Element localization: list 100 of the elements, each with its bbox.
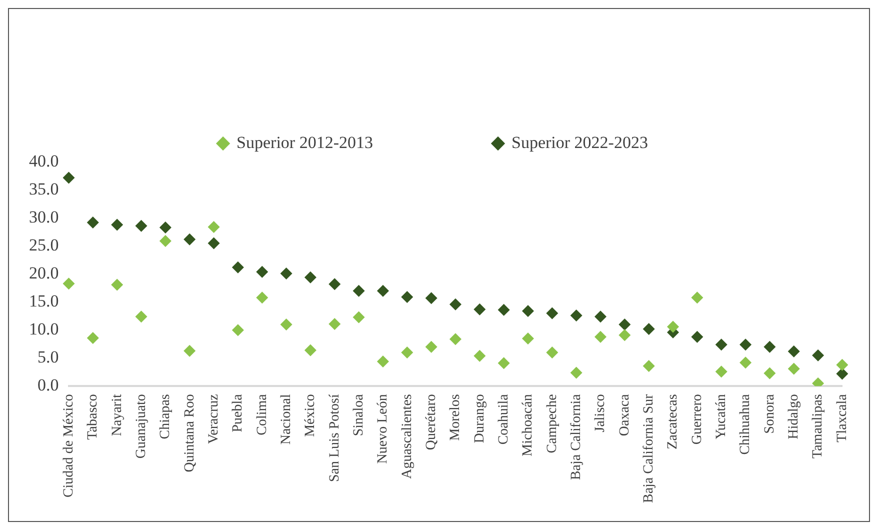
point [788, 345, 800, 358]
x-tick-label: Chihuahua [738, 393, 754, 455]
x-tick-label: Jalisco [593, 394, 608, 432]
y-tick-label: 0.0 [38, 376, 59, 395]
point [86, 332, 99, 344]
point [376, 355, 389, 368]
point [135, 310, 148, 323]
point [62, 172, 75, 184]
point [304, 344, 316, 356]
point [691, 330, 704, 343]
legend-label: Superior 2012-2013 [236, 132, 374, 152]
x-tick-label: Nuevo León [376, 394, 391, 464]
point [691, 292, 704, 304]
x-tick-label: Puebla [230, 393, 246, 432]
x-tick-label: Tamaulipas [810, 394, 826, 458]
x-tick-label: Baja California Sur [642, 394, 657, 504]
point [401, 291, 414, 304]
x-tick-label: Nacional [278, 394, 294, 445]
x-tick-label: San Luis Potosí [327, 394, 342, 482]
point [449, 298, 462, 310]
point [498, 357, 510, 370]
point [546, 307, 558, 320]
point [232, 261, 244, 274]
point [425, 292, 438, 304]
point [280, 318, 292, 330]
point [642, 322, 655, 335]
point [256, 292, 268, 304]
point [764, 340, 776, 353]
x-tick-label: Sinaloa [351, 393, 366, 436]
x-tick-label: Sonora [762, 393, 778, 434]
point [812, 349, 824, 362]
point [594, 330, 606, 343]
x-tick-label: Aguascalientes [400, 394, 415, 479]
point [184, 344, 196, 357]
point [740, 338, 752, 351]
y-tick-label: 40.0 [29, 151, 59, 170]
point [352, 311, 365, 324]
x-tick-label: Coahuila [496, 393, 512, 445]
point [788, 362, 800, 375]
point [159, 222, 172, 234]
y-tick-label: 35.0 [29, 179, 59, 198]
point [570, 366, 582, 379]
legend-label: Superior 2022-2023 [512, 132, 648, 152]
point [715, 366, 728, 378]
x-tick-label: Durango [472, 394, 488, 444]
x-tick-label: Guerrero [690, 394, 705, 445]
point [208, 221, 220, 233]
point [352, 284, 365, 297]
point [449, 333, 462, 346]
point [135, 220, 148, 232]
x-tick-label: Ciudad de México [61, 394, 76, 498]
point [304, 271, 316, 284]
point [111, 278, 124, 291]
point [328, 278, 341, 290]
x-tick-label: Guanajuato [134, 394, 149, 459]
point [522, 305, 534, 318]
y-tick-label: 30.0 [29, 208, 59, 227]
point [836, 358, 848, 371]
x-tick-label: Colima [254, 393, 270, 436]
x-tick-label: Chiapas [158, 394, 174, 440]
x-tick-label: Campeche [544, 394, 560, 454]
point [62, 278, 75, 290]
y-tick-label: 5.0 [38, 348, 59, 367]
point [111, 218, 124, 231]
point [474, 350, 486, 362]
point [740, 356, 752, 369]
x-tick-label: Oaxaca [617, 393, 632, 436]
x-tick-label: Querétaro [424, 394, 439, 450]
point [522, 332, 534, 345]
point [546, 346, 558, 359]
point [836, 368, 848, 380]
x-tick-label: Tabasco [86, 394, 101, 440]
x-tick-label: Hidalgo [786, 394, 802, 440]
x-tick-label: México [303, 394, 318, 437]
point [764, 367, 776, 380]
x-tick-label: Veracruz [206, 394, 222, 444]
point [715, 338, 728, 351]
point [474, 303, 486, 316]
point [401, 346, 414, 359]
point [328, 318, 341, 330]
point [667, 320, 680, 333]
point [618, 318, 631, 330]
x-tick-label: Yucatán [714, 394, 730, 440]
y-tick-label: 15.0 [29, 292, 59, 311]
x-tick-label: Tlaxcala [834, 393, 850, 442]
x-tick-label: Morelos [448, 394, 464, 441]
point [232, 324, 244, 336]
x-tick-label: Nayarit [110, 394, 125, 436]
point [425, 340, 438, 353]
point [86, 216, 99, 229]
point [642, 360, 655, 372]
point [280, 268, 292, 280]
point [208, 237, 220, 250]
point [594, 310, 606, 323]
x-tick-label: Baja California [569, 393, 584, 480]
x-tick-label: Zacatecas [666, 394, 681, 450]
x-tick-label: Quintana Roo [182, 394, 198, 472]
y-tick-label: 10.0 [29, 320, 59, 339]
point [159, 235, 172, 248]
y-tick-label: 20.0 [29, 264, 59, 283]
